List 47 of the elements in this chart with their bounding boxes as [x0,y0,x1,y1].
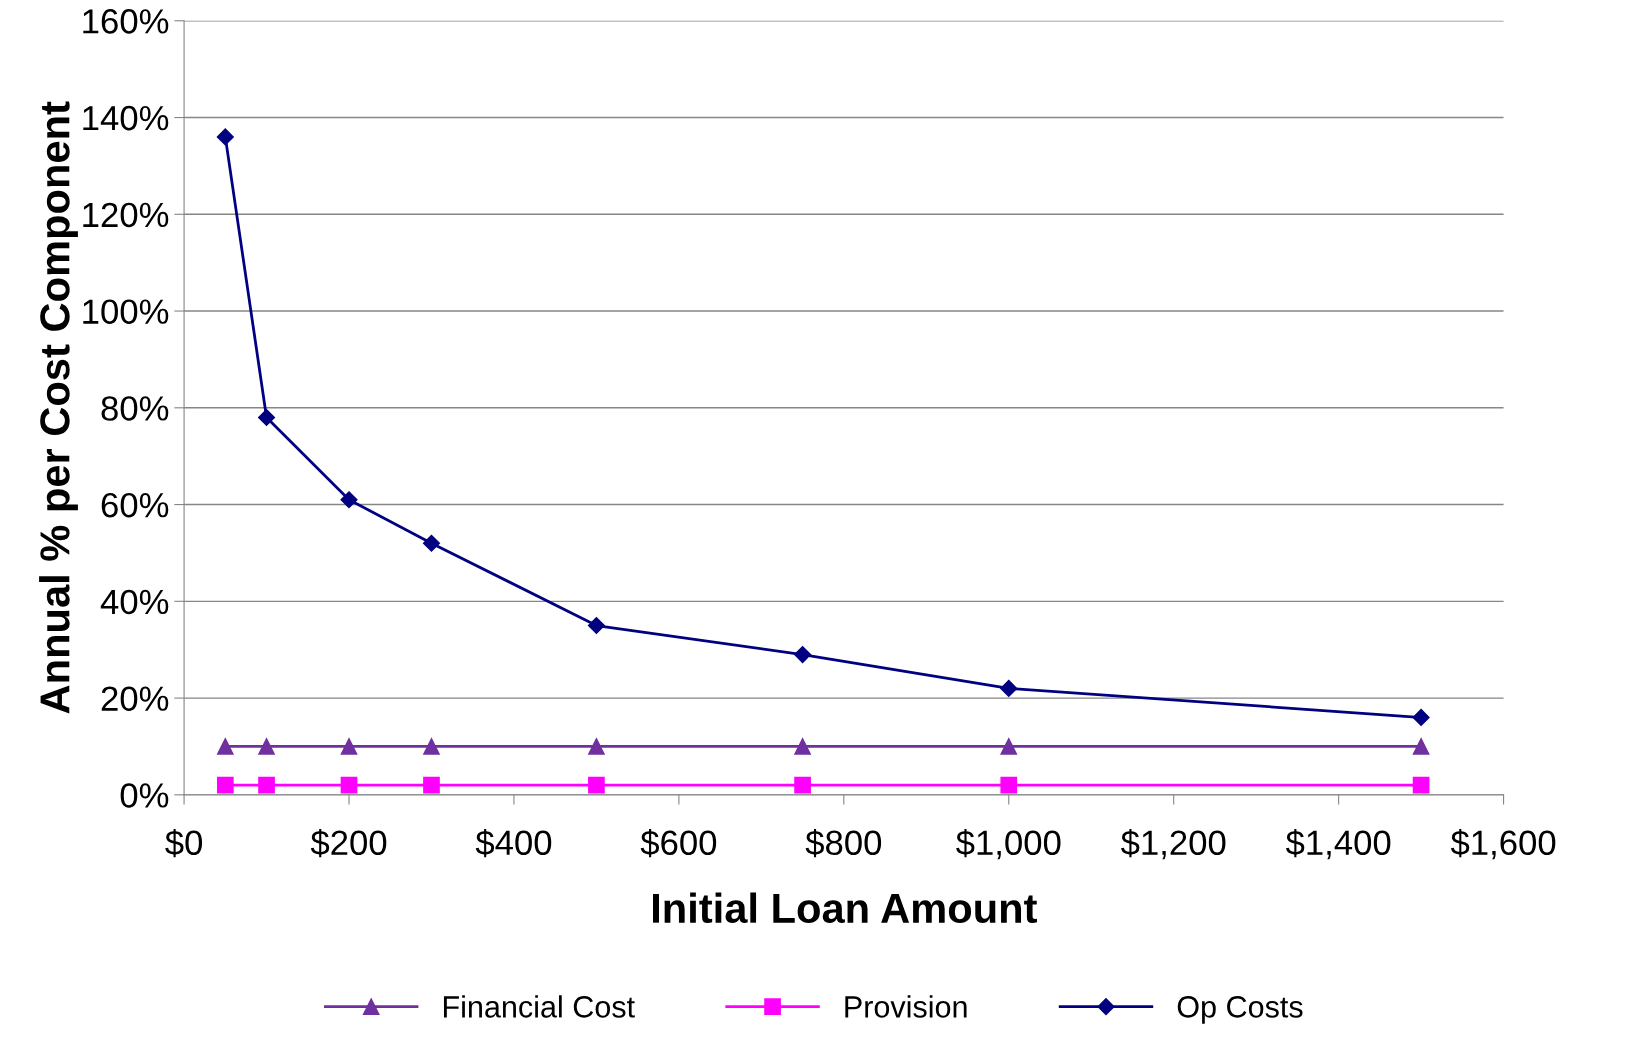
point [588,776,605,794]
y-tick-label: 120% [83,202,169,228]
point [422,534,441,552]
point [340,491,358,509]
x-tick-label: $600 [640,829,717,858]
x-tick-label: $1,000 [956,829,1061,860]
point [794,738,811,755]
point [587,616,605,635]
point [1000,679,1018,697]
x-tick-label: $800 [805,829,882,858]
point [258,738,275,755]
y-axis-title: Annual % per Cost Component [39,101,78,714]
point [423,776,440,794]
point [257,408,276,427]
point [1412,776,1430,794]
x-tick-label: $400 [475,829,552,858]
y-tick-label: 140% [83,105,169,131]
x-axis-title: Initial Loan Amount [652,892,1037,924]
point [794,776,811,794]
legend-label: Op Costs [1177,996,1303,1024]
x-tick-label: $1,600 [1450,829,1556,860]
legend-label: Financial Cost [443,995,635,1018]
point [216,738,234,755]
x-tick-label: $0 [165,829,203,858]
point [258,776,275,794]
y-tick-label: 40% [100,589,169,615]
point [216,776,234,794]
legend-label: Provision [845,995,967,1018]
y-tick-label: 160% [83,9,169,34]
y-tick-label: 60% [101,492,169,518]
x-tick-label: $1,400 [1285,829,1391,860]
point [588,738,605,755]
point [423,738,440,755]
point [340,776,358,794]
point [1412,738,1430,755]
point [216,128,234,146]
x-tick-label: $1,200 [1120,829,1226,860]
point [794,645,812,664]
y-tick-label: 0% [120,783,169,808]
y-tick-label: 20% [101,686,169,711]
point [1412,708,1430,726]
point [1000,776,1018,794]
x-tick-label: $200 [310,829,387,858]
y-tick-label: 100% [83,299,169,324]
y-tick-label: 80% [101,396,169,421]
point [340,738,358,755]
point [1000,738,1018,755]
